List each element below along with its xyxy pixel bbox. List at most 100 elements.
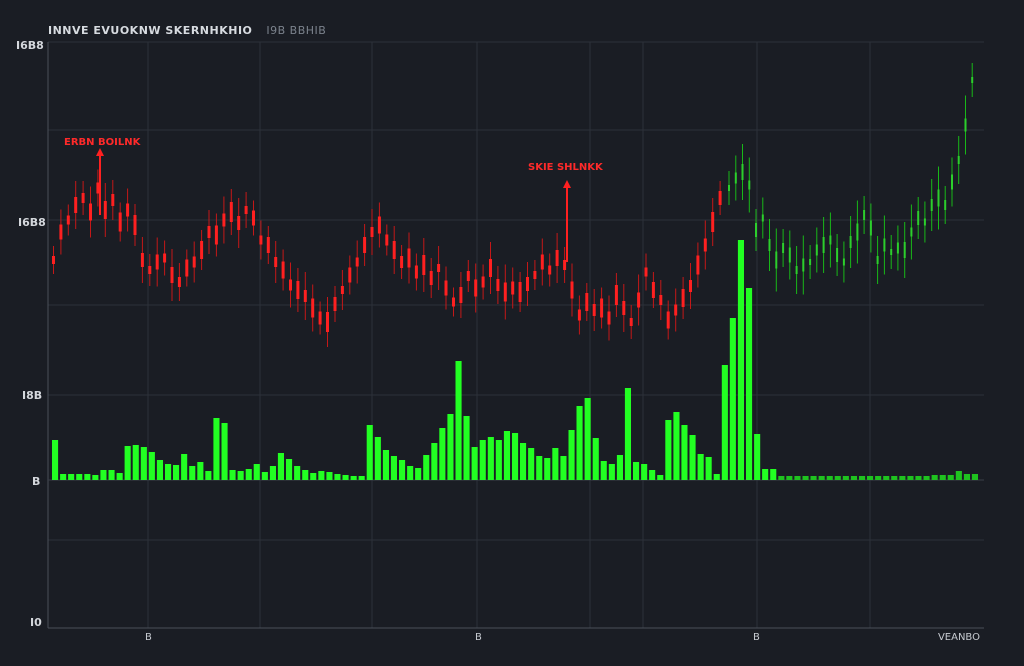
volume-bar bbox=[705, 457, 712, 480]
y-tick-label: I0 bbox=[30, 616, 42, 629]
candle-body bbox=[429, 271, 433, 285]
candle-body bbox=[863, 210, 866, 220]
volume-bar bbox=[616, 455, 623, 480]
candle-body bbox=[126, 203, 130, 217]
candle-body bbox=[555, 250, 559, 266]
candle-body bbox=[118, 212, 122, 232]
candle-body bbox=[377, 216, 381, 234]
volume-bar bbox=[713, 474, 720, 480]
candle-body bbox=[607, 311, 611, 325]
volume-bar bbox=[471, 447, 478, 480]
volume-bar bbox=[382, 450, 389, 480]
volume-bar bbox=[520, 443, 527, 480]
volume-bar bbox=[221, 423, 228, 480]
volume-bar bbox=[778, 476, 785, 480]
candle-body bbox=[755, 223, 757, 237]
candle-body bbox=[681, 289, 685, 307]
candle-body bbox=[407, 248, 411, 268]
volume-bar bbox=[842, 476, 849, 480]
candle-body bbox=[563, 260, 567, 270]
candle-body bbox=[570, 281, 574, 299]
candle-body bbox=[689, 280, 692, 292]
candle-body bbox=[333, 297, 337, 311]
candle-body bbox=[951, 174, 953, 190]
volume-bar bbox=[84, 474, 91, 480]
candle-body bbox=[836, 248, 839, 262]
candle-body bbox=[340, 286, 344, 294]
volume-bar bbox=[875, 476, 882, 480]
annotation-arrow-middle bbox=[563, 180, 571, 188]
volume-bar bbox=[891, 476, 898, 480]
candle-body bbox=[923, 218, 926, 226]
candle-body bbox=[348, 267, 352, 283]
volume-bar bbox=[907, 476, 914, 480]
candle-body bbox=[414, 265, 418, 279]
volume-bar bbox=[633, 462, 640, 480]
volume-bar bbox=[528, 448, 535, 480]
candle-body bbox=[896, 242, 899, 254]
candle-body bbox=[659, 295, 663, 305]
candle-body bbox=[466, 271, 470, 281]
volume-bar bbox=[584, 398, 591, 480]
volume-bar bbox=[754, 434, 761, 480]
candle-body bbox=[59, 224, 63, 240]
candle-body bbox=[148, 266, 152, 274]
volume-bar bbox=[326, 472, 333, 480]
candle-body bbox=[207, 226, 211, 238]
volume-bar bbox=[431, 443, 438, 480]
candle-body bbox=[829, 235, 832, 245]
y-tick-label: I6B8 bbox=[16, 39, 44, 52]
volume-bar bbox=[342, 475, 349, 480]
volume-bar bbox=[237, 471, 244, 480]
volume-bar bbox=[867, 476, 874, 480]
candle-body bbox=[311, 298, 315, 318]
candle-body bbox=[944, 200, 947, 210]
volume-bar bbox=[132, 445, 139, 480]
candle-body bbox=[452, 297, 455, 307]
volume-bar bbox=[173, 465, 180, 480]
candle-body bbox=[971, 77, 974, 83]
candle-body bbox=[761, 214, 764, 222]
candle-body bbox=[526, 277, 529, 291]
annotation-arrow-left bbox=[96, 148, 104, 156]
candle-body bbox=[66, 215, 70, 225]
candle-body bbox=[244, 206, 248, 214]
candle-body bbox=[289, 279, 292, 291]
candle-body bbox=[518, 282, 522, 302]
volume-bar bbox=[68, 474, 75, 480]
candle-body bbox=[370, 227, 374, 237]
candle-body bbox=[903, 242, 906, 258]
candle-body bbox=[200, 241, 204, 259]
volume-bar bbox=[665, 420, 672, 480]
volume-bar bbox=[649, 470, 656, 480]
volume-bar bbox=[560, 456, 567, 480]
volume-bar bbox=[390, 456, 397, 480]
candle-body bbox=[400, 256, 404, 268]
candle-body bbox=[585, 293, 589, 311]
volume-bar bbox=[165, 464, 172, 480]
candle-body bbox=[459, 287, 463, 303]
candle-body bbox=[81, 193, 85, 203]
candle-body bbox=[540, 254, 544, 270]
volume-bar bbox=[915, 476, 922, 480]
volume-bar bbox=[939, 475, 946, 480]
candle-body bbox=[474, 279, 478, 297]
chart-title: INNVE EVUOKNW SKERNHKHIO bbox=[48, 24, 253, 37]
volume-bar bbox=[423, 455, 430, 480]
volume-bar bbox=[245, 469, 252, 480]
candle-body bbox=[496, 279, 500, 291]
candle-body bbox=[252, 210, 255, 226]
volume-bar bbox=[624, 388, 631, 480]
volume-bar bbox=[92, 475, 99, 480]
candle-body bbox=[666, 311, 670, 329]
candle-body bbox=[89, 203, 92, 221]
volume-bar bbox=[302, 470, 309, 480]
candle-body bbox=[957, 156, 960, 164]
volume-bar bbox=[552, 448, 559, 480]
candle-body bbox=[644, 267, 648, 277]
candle-body bbox=[883, 238, 886, 252]
volume-bar bbox=[681, 425, 688, 480]
candle-body bbox=[274, 257, 278, 267]
